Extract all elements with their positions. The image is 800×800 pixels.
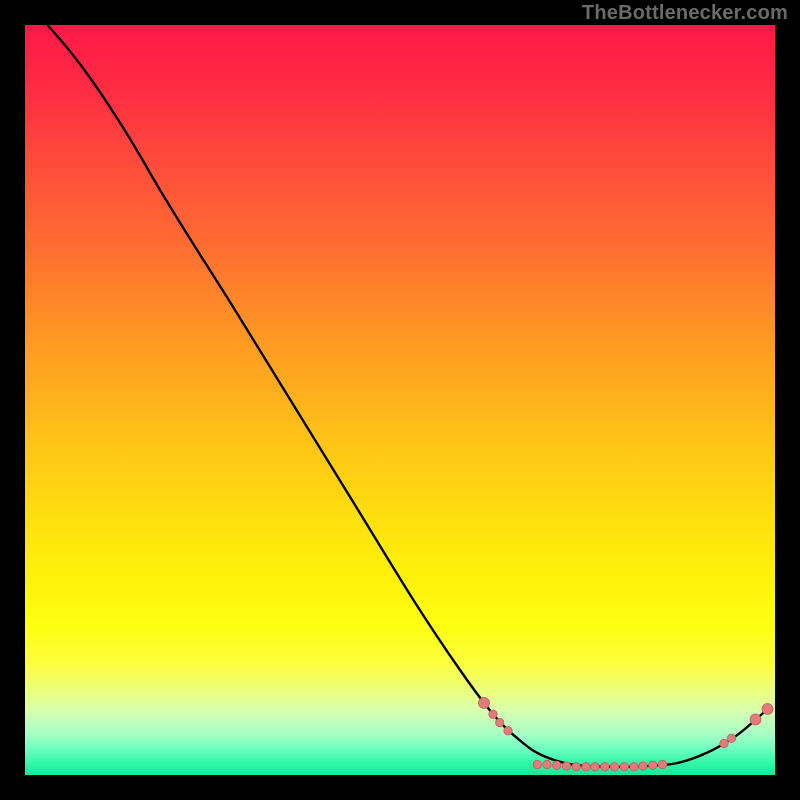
data-marker xyxy=(658,760,666,768)
data-marker xyxy=(620,763,628,771)
data-marker xyxy=(533,760,541,768)
chart-background xyxy=(25,25,775,775)
data-marker xyxy=(639,762,647,770)
plot-area xyxy=(25,25,775,775)
data-marker xyxy=(727,734,735,742)
data-marker xyxy=(543,760,551,768)
data-marker xyxy=(479,698,490,709)
data-marker xyxy=(553,761,561,769)
data-marker xyxy=(649,761,657,769)
data-marker xyxy=(591,763,599,771)
data-marker xyxy=(582,763,590,771)
chart-svg xyxy=(25,25,775,775)
data-marker xyxy=(504,727,512,735)
data-marker xyxy=(572,763,580,771)
data-marker xyxy=(601,763,609,771)
attribution-text: TheBottlenecker.com xyxy=(582,2,788,25)
data-marker xyxy=(610,763,618,771)
data-marker xyxy=(496,718,504,726)
data-marker xyxy=(750,714,761,725)
data-marker xyxy=(720,739,728,747)
chart-container: TheBottlenecker.com xyxy=(0,0,800,800)
data-marker xyxy=(762,704,773,715)
data-marker xyxy=(562,762,570,770)
data-marker xyxy=(630,763,638,771)
data-marker xyxy=(489,710,497,718)
